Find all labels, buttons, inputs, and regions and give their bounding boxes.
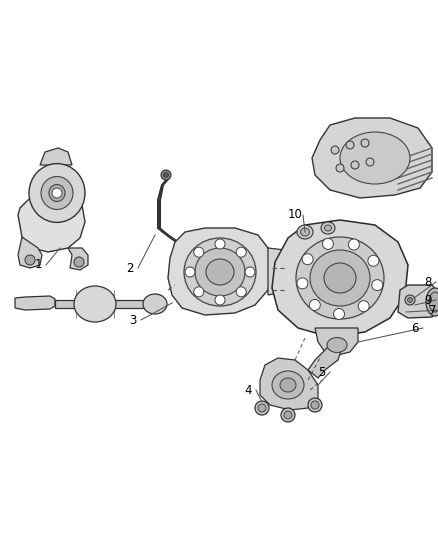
Circle shape [309,300,320,311]
Circle shape [405,295,415,305]
Polygon shape [315,328,358,355]
Polygon shape [168,228,272,315]
Circle shape [333,309,345,319]
Circle shape [194,287,204,297]
Polygon shape [68,248,88,270]
Ellipse shape [49,184,65,201]
Circle shape [258,404,266,412]
Polygon shape [398,285,438,318]
Text: 10: 10 [288,208,302,222]
Ellipse shape [429,292,438,312]
Circle shape [284,411,292,419]
Polygon shape [260,358,318,410]
Text: 9: 9 [424,294,432,306]
Polygon shape [15,296,55,310]
Text: 4: 4 [244,384,252,397]
Circle shape [368,255,379,266]
Circle shape [236,287,246,297]
Text: 6: 6 [411,321,419,335]
Text: 7: 7 [429,303,437,317]
Text: 5: 5 [318,366,326,378]
Ellipse shape [426,288,438,316]
Circle shape [236,247,246,257]
Circle shape [366,158,374,166]
Polygon shape [272,220,408,337]
Ellipse shape [327,337,347,352]
Polygon shape [18,237,42,268]
Circle shape [185,267,195,277]
Circle shape [348,239,360,250]
Ellipse shape [206,259,234,285]
Circle shape [351,161,359,169]
Circle shape [215,295,225,305]
Ellipse shape [41,176,73,209]
Circle shape [331,146,339,154]
Ellipse shape [300,228,310,236]
Text: 3: 3 [129,313,137,327]
Circle shape [322,238,333,249]
Circle shape [161,170,171,180]
Circle shape [52,188,62,198]
Ellipse shape [325,225,332,231]
Polygon shape [55,300,165,308]
Polygon shape [312,118,432,198]
Ellipse shape [340,132,410,184]
Circle shape [336,164,344,172]
Polygon shape [18,165,85,252]
Polygon shape [308,342,342,378]
Circle shape [281,408,295,422]
Circle shape [372,280,383,290]
Text: 8: 8 [424,276,432,288]
Ellipse shape [195,248,245,296]
Ellipse shape [272,371,304,399]
Ellipse shape [297,225,313,239]
Circle shape [297,278,308,289]
Circle shape [358,301,369,312]
Ellipse shape [74,286,116,322]
Ellipse shape [29,164,85,222]
Ellipse shape [321,222,335,234]
Text: 1: 1 [34,259,42,271]
Circle shape [346,141,354,149]
Circle shape [215,239,225,249]
Polygon shape [40,148,72,165]
Circle shape [302,254,313,265]
Circle shape [361,139,369,147]
Circle shape [25,255,35,265]
Polygon shape [268,248,295,295]
Ellipse shape [184,238,256,306]
Circle shape [74,257,84,267]
Ellipse shape [324,263,356,293]
Circle shape [308,398,322,412]
Circle shape [163,173,169,177]
Ellipse shape [143,294,167,314]
Ellipse shape [296,237,384,319]
Ellipse shape [310,250,370,306]
Circle shape [194,247,204,257]
Ellipse shape [280,378,296,392]
Circle shape [245,267,255,277]
Circle shape [311,401,319,409]
Circle shape [255,401,269,415]
Circle shape [407,297,413,303]
Text: 2: 2 [126,262,134,274]
